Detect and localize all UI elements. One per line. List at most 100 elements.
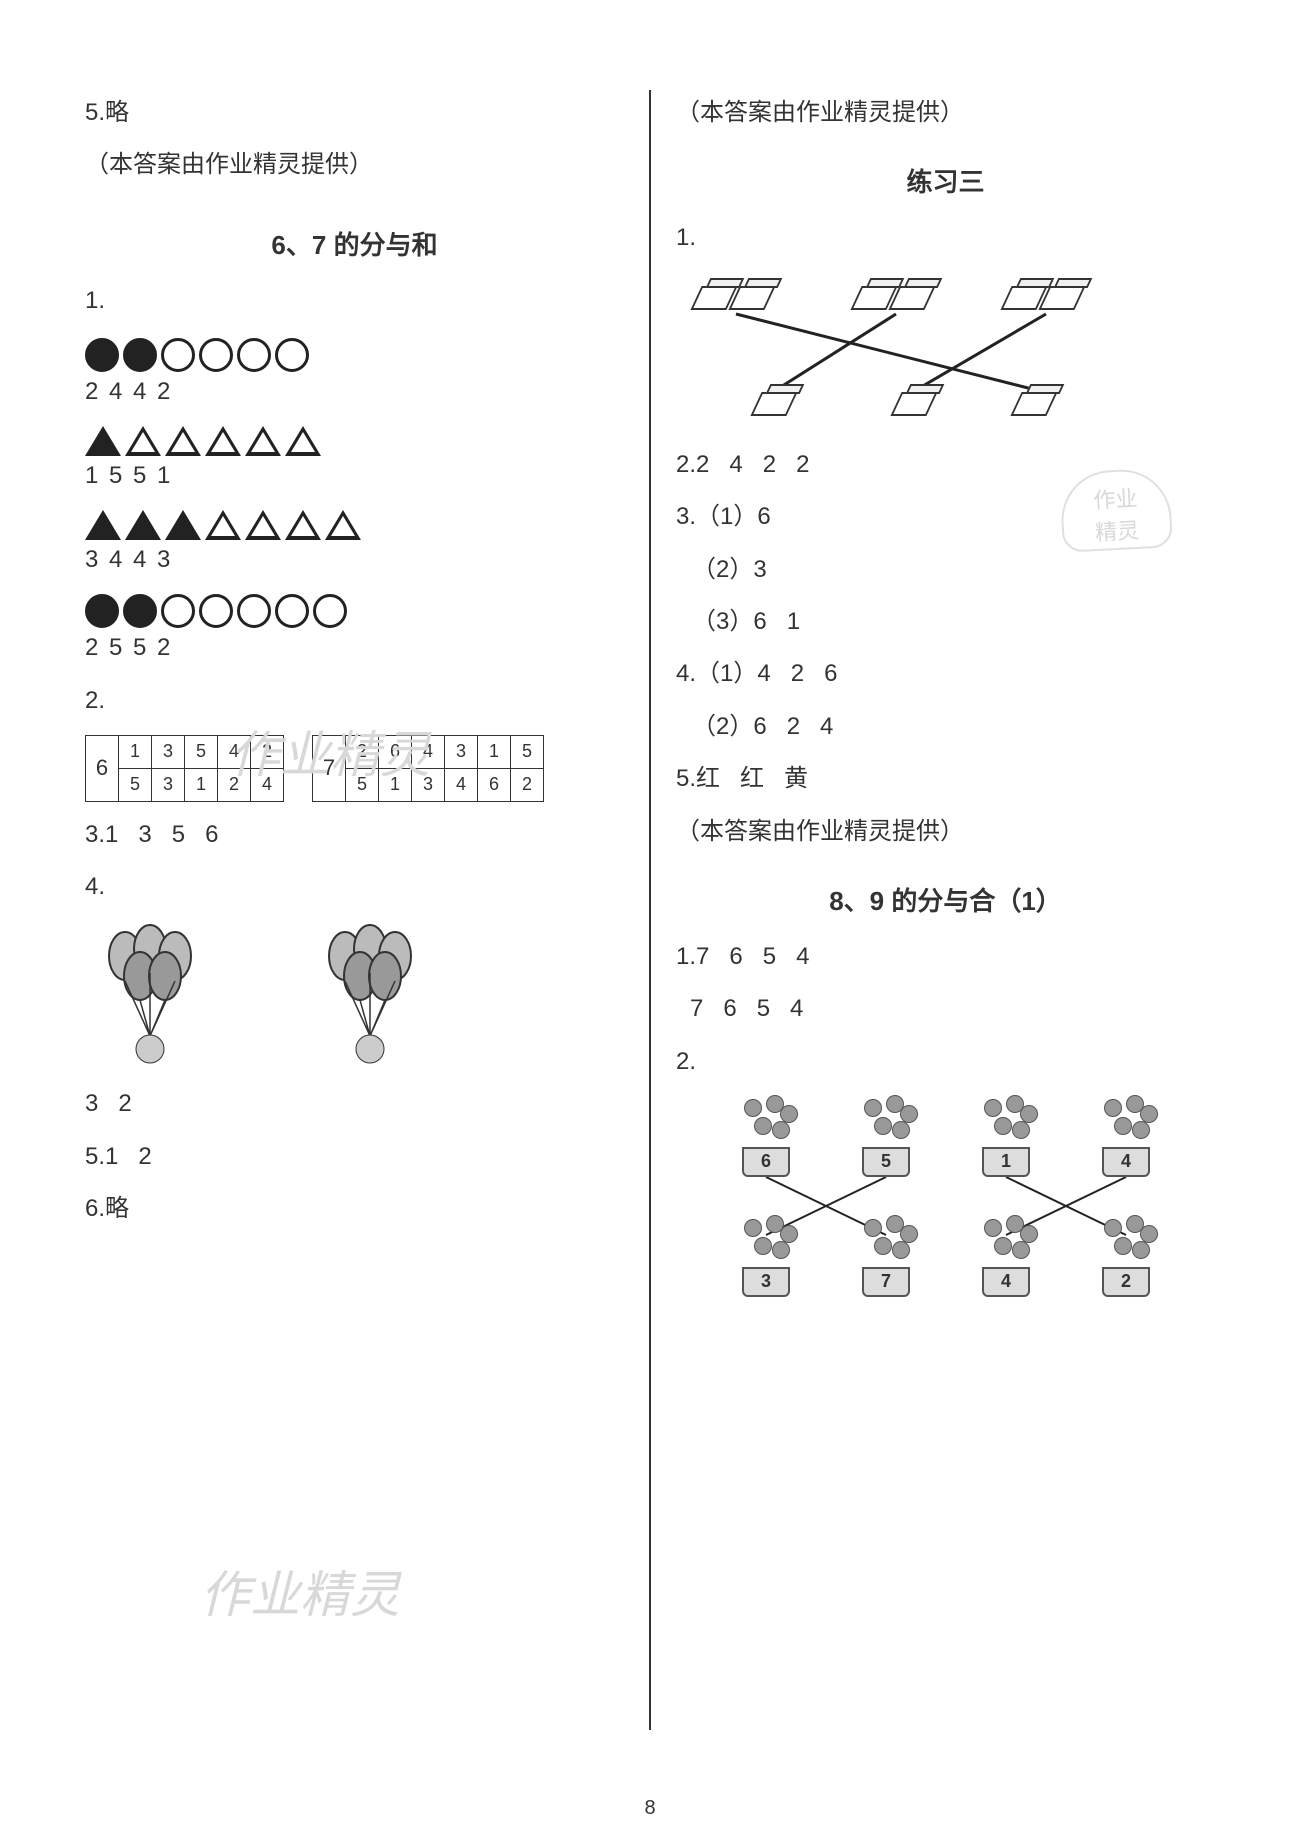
cube-group (1016, 392, 1052, 416)
cube-icon (890, 392, 937, 416)
table-cell: 1 (379, 768, 412, 801)
left-column: 5.略 （本答案由作业精灵提供） 6、7 的分与和 1. 2 4 4 2 1 5… (60, 80, 649, 1798)
pot-label: 4 (982, 1267, 1030, 1297)
table-cell: 4 (445, 768, 478, 801)
circle-icon (275, 594, 309, 628)
table-cell: 6 (379, 735, 412, 768)
cube-group (856, 286, 930, 310)
stamp-line: 精灵 (1063, 511, 1171, 549)
circle-icon (313, 594, 347, 628)
shape-row (85, 594, 624, 628)
flowers-icon (736, 1095, 796, 1145)
table-cell: 2 (511, 768, 544, 801)
page-number: 8 (644, 1797, 655, 1820)
section2-title: 练习三 (676, 162, 1215, 199)
circle-icon (123, 338, 157, 372)
flowers-icon (1096, 1215, 1156, 1265)
q1-label-r: 1. (676, 219, 1215, 257)
circle-icon (199, 338, 233, 372)
q5-answer: 5.1 2 (85, 1138, 624, 1176)
q6-answer: 6.略 (85, 1190, 624, 1228)
table-cell: 5 (119, 768, 152, 801)
cube-icon (750, 392, 797, 416)
cube-group (896, 392, 932, 416)
triangle-icon (245, 510, 281, 540)
flowers-icon (976, 1215, 1036, 1265)
table-cell: 6 (478, 768, 511, 801)
match-diagram (676, 272, 1116, 432)
pot-label: 4 (1102, 1147, 1150, 1177)
triangle-icon (125, 426, 161, 456)
balloons-icon (85, 921, 235, 1071)
pot-label: 3 (742, 1267, 790, 1297)
pot-label: 5 (862, 1147, 910, 1177)
credit-right-2: （本答案由作业精灵提供） (676, 813, 1215, 851)
triangle-icon (165, 510, 201, 540)
answer-nums: 2 4 4 2 (85, 378, 624, 406)
triangle-icon (85, 510, 121, 540)
table-cell: 1 (119, 735, 152, 768)
table-cell: 3 (152, 768, 185, 801)
triangle-icon (85, 426, 121, 456)
shape-row (85, 426, 624, 456)
flower-pot: 6 (726, 1095, 806, 1177)
table-cell: 2 (218, 768, 251, 801)
table-cell: 3 (152, 735, 185, 768)
q4-nums: 3 2 (85, 1085, 624, 1123)
q4-2: （2）6 2 4 (676, 708, 1215, 746)
table-cell: 3 (412, 768, 445, 801)
circle-icon (161, 338, 195, 372)
flower-pot: 4 (1086, 1095, 1166, 1177)
table-cell: 2 (346, 735, 379, 768)
q5-r: 5.红 红 黄 (676, 760, 1215, 798)
q2-label-r: 2. (676, 1043, 1215, 1081)
balloons-icon (305, 921, 455, 1071)
table-cell: 1 (478, 735, 511, 768)
credit-left: （本答案由作业精灵提供） (85, 146, 624, 184)
flower-pot: 7 (846, 1215, 926, 1297)
table-cell: 4 (218, 735, 251, 768)
pot-label: 6 (742, 1147, 790, 1177)
triangle-icon (205, 426, 241, 456)
balloons-row (85, 921, 624, 1071)
table-cell: 5 (346, 768, 379, 801)
answer-nums: 1 5 5 1 (85, 462, 624, 490)
pot-label: 1 (982, 1147, 1030, 1177)
flower-pot: 1 (966, 1095, 1046, 1177)
right-column: （本答案由作业精灵提供） 练习三 1. 作业 精灵 2.2 4 2 2 3.（1… (651, 80, 1240, 1798)
cube-group (1006, 286, 1080, 310)
balloon-group (305, 921, 455, 1071)
triangle-icon (165, 426, 201, 456)
q4-label: 4. (85, 868, 624, 906)
q3-answer: 3.1 3 5 6 (85, 816, 624, 854)
flowers-icon (856, 1215, 916, 1265)
tables-q2: 61354253124 7264315513462 (85, 735, 624, 802)
flowers-diagram: 6 5 1 4 3 7 4 2 (676, 1095, 1156, 1315)
triangle-icon (245, 426, 281, 456)
pot-label: 2 (1102, 1267, 1150, 1297)
flower-pot: 2 (1086, 1215, 1166, 1297)
answer-nums: 2 5 5 2 (85, 634, 624, 662)
table-cell: 5 (511, 735, 544, 768)
watermark: 作业精灵 (200, 1555, 400, 1627)
triangle-icon (285, 426, 321, 456)
triangle-icon (285, 510, 321, 540)
circle-icon (123, 594, 157, 628)
q2-label: 2. (85, 682, 624, 720)
table-cell: 5 (185, 735, 218, 768)
table-7: 7264315513462 (312, 735, 544, 802)
flower-pot: 4 (966, 1215, 1046, 1297)
flowers-icon (856, 1095, 916, 1145)
page: 5.略 （本答案由作业精灵提供） 6、7 的分与和 1. 2 4 4 2 1 5… (0, 0, 1300, 1838)
table-cell: 3 (445, 735, 478, 768)
flowers-icon (976, 1095, 1036, 1145)
shape-row (85, 338, 624, 372)
table-cell: 4 (412, 735, 445, 768)
flower-pot: 3 (726, 1215, 806, 1297)
circle-icon (275, 338, 309, 372)
table-cell: 4 (251, 768, 284, 801)
cube-group (756, 392, 792, 416)
section1-title: 6、7 的分与和 (85, 225, 624, 262)
table-head: 7 (313, 735, 346, 801)
circle-icon (199, 594, 233, 628)
